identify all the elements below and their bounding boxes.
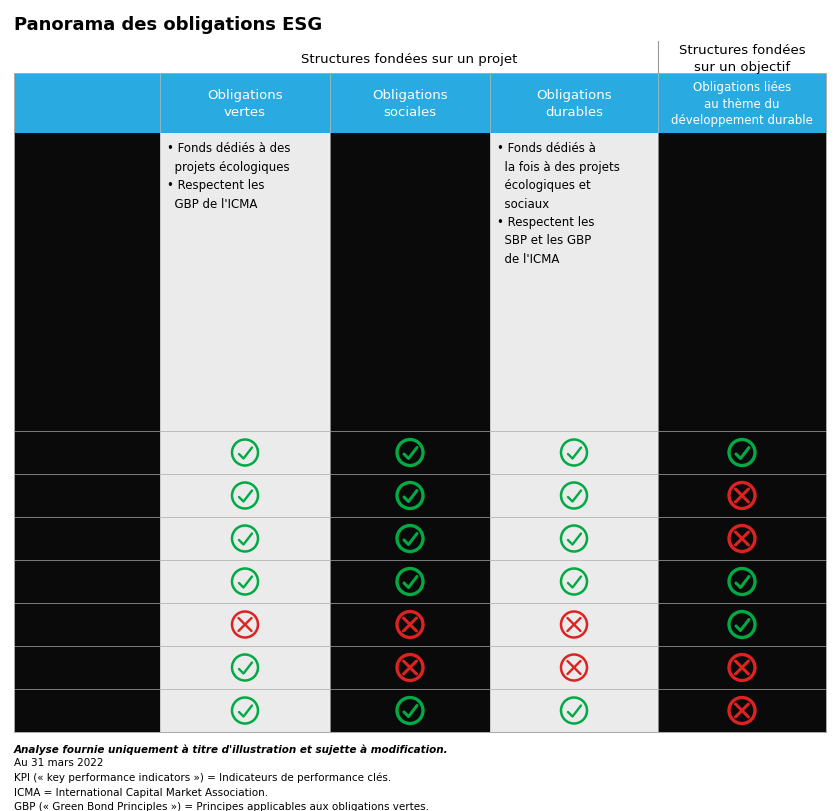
Bar — [160, 689, 330, 732]
Bar — [330, 431, 490, 474]
Bar — [330, 134, 490, 431]
Bar — [160, 646, 330, 689]
Bar — [14, 431, 160, 474]
Bar — [658, 431, 826, 474]
Bar — [14, 646, 160, 689]
Bar — [658, 689, 826, 732]
Bar — [14, 689, 160, 732]
Bar — [658, 603, 826, 646]
Bar — [330, 689, 490, 732]
Bar — [160, 560, 330, 603]
Bar — [658, 517, 826, 560]
Bar — [160, 474, 330, 517]
Bar — [658, 134, 826, 431]
Bar — [658, 74, 826, 134]
Bar — [490, 646, 658, 689]
Bar — [160, 134, 330, 431]
Bar — [14, 74, 826, 732]
Bar — [160, 603, 330, 646]
Bar — [14, 603, 160, 646]
Bar — [14, 560, 160, 603]
Bar — [490, 603, 658, 646]
Text: Obligations
durables: Obligations durables — [536, 89, 612, 119]
Bar — [160, 431, 330, 474]
Text: Obligations
sociales: Obligations sociales — [372, 89, 448, 119]
Bar — [14, 44, 826, 74]
Text: Structures fondées
sur un objectif: Structures fondées sur un objectif — [679, 44, 806, 74]
Bar — [330, 646, 490, 689]
Bar — [330, 517, 490, 560]
Bar — [490, 74, 658, 134]
Bar — [490, 431, 658, 474]
Bar — [490, 560, 658, 603]
Bar — [658, 560, 826, 603]
Text: Analyse fournie uniquement à titre d'illustration et sujette à modification.: Analyse fournie uniquement à titre d'ill… — [14, 744, 449, 754]
Text: Obligations liées
au thème du
développement durable: Obligations liées au thème du développem… — [671, 81, 813, 127]
Bar — [14, 474, 160, 517]
Text: • Fonds dédiés à des
  projets écologiques
• Respectent les
  GBP de l'ICMA: • Fonds dédiés à des projets écologiques… — [167, 142, 291, 210]
Bar — [330, 560, 490, 603]
Bar — [14, 74, 160, 134]
Text: Obligations
vertes: Obligations vertes — [207, 89, 283, 119]
Bar — [160, 517, 330, 560]
Bar — [14, 517, 160, 560]
Bar — [658, 646, 826, 689]
Bar — [490, 517, 658, 560]
Bar — [330, 74, 490, 134]
Text: Panorama des obligations ESG: Panorama des obligations ESG — [14, 16, 323, 34]
Text: Au 31 mars 2022
KPI (« key performance indicators ») = Indicateurs de performanc: Au 31 mars 2022 KPI (« key performance i… — [14, 757, 436, 811]
Text: Structures fondées sur un projet: Structures fondées sur un projet — [301, 53, 517, 66]
Text: • Fonds dédiés à
  la fois à des projets
  écologiques et
  sociaux
• Respectent: • Fonds dédiés à la fois à des projets é… — [497, 142, 620, 266]
Bar — [490, 689, 658, 732]
Bar — [658, 474, 826, 517]
Bar — [160, 74, 330, 134]
Bar — [490, 474, 658, 517]
Bar — [330, 603, 490, 646]
Bar — [490, 134, 658, 431]
Bar — [14, 134, 160, 431]
Bar — [330, 474, 490, 517]
